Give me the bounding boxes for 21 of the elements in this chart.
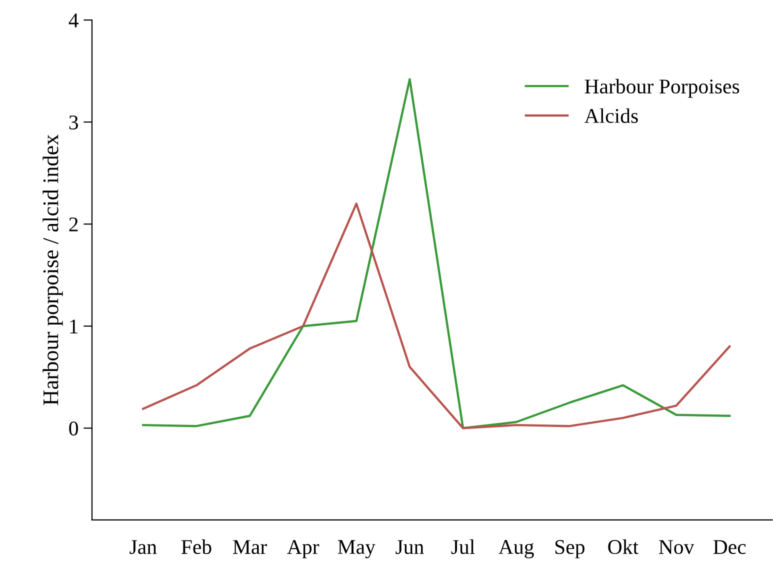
x-tick-label: Okt <box>608 539 638 554</box>
legend-label: Alcids <box>584 108 638 123</box>
x-tick-label: Jun <box>396 540 424 554</box>
x-tick-label: Dec <box>713 540 746 554</box>
y-axis-title: Harbour porpoise / alcid index <box>42 134 63 406</box>
x-tick-label: Sep <box>555 540 584 558</box>
x-tick-label: Mar <box>233 540 267 554</box>
x-tick-label: Jul <box>451 539 475 554</box>
x-tick-label: Feb <box>181 539 212 554</box>
x-tick-label: Apr <box>287 540 320 558</box>
line-series <box>142 202 731 430</box>
x-tick-label: Jan <box>130 540 157 554</box>
y-tick-label: 0 <box>69 422 78 436</box>
y-tick-label: 4 <box>68 14 78 28</box>
y-tick-label: 1 <box>70 320 78 334</box>
y-tick-label: 2 <box>69 218 78 232</box>
x-tick-label: May <box>338 540 376 558</box>
x-tick-label: Nov <box>658 540 694 554</box>
legend-label: Harbour Porpoises <box>584 78 740 98</box>
x-tick-label: Aug <box>498 540 534 558</box>
y-tick-label: 3 <box>69 115 78 130</box>
